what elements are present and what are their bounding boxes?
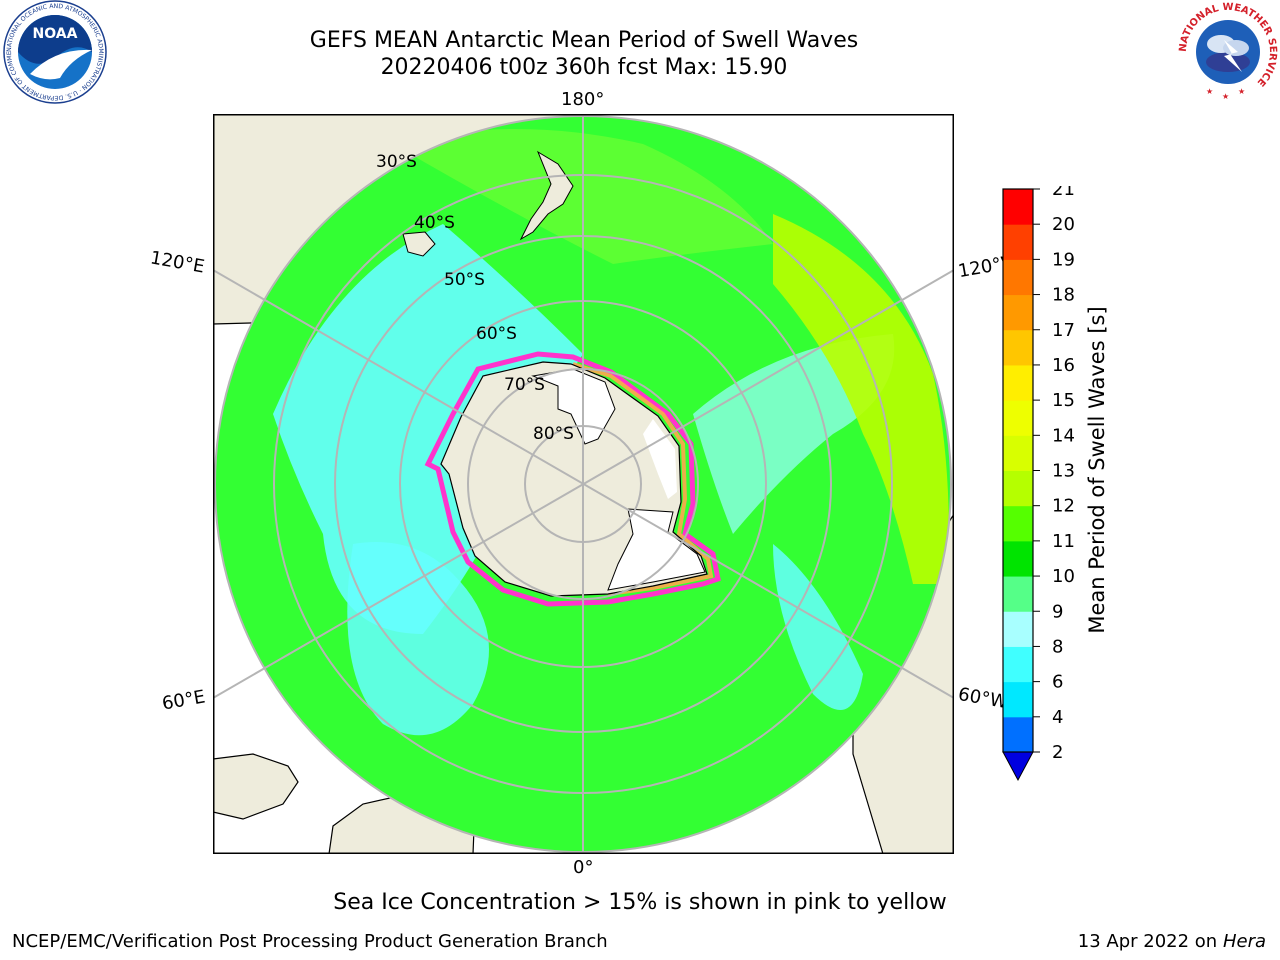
colorbar-band <box>1003 505 1033 542</box>
colorbar-band <box>1003 329 1033 366</box>
sea-ice-orange <box>572 362 714 596</box>
nws-star-icon: ★ <box>1222 92 1229 101</box>
swell-region-cyan-southwest <box>347 542 489 736</box>
noaa-logo: NATIONAL OCEANIC AND ATMOSPHERIC ADMINIS… <box>0 0 107 104</box>
graticule <box>213 114 954 854</box>
colorbar-tick-label: 21 <box>1052 186 1075 200</box>
credit-host: Hera <box>1222 931 1266 952</box>
colorbar-tick-label: 12 <box>1052 496 1075 517</box>
colorbar-tick-label: 9 <box>1052 601 1063 622</box>
colorbar-band <box>1003 540 1033 577</box>
colorbar-band <box>1003 576 1033 612</box>
colorbar-tick-label: 14 <box>1052 425 1075 446</box>
colorbar-tick-label: 11 <box>1052 531 1075 552</box>
lat-label-60s: 60°S <box>476 324 517 344</box>
colorbar-tick-label: 18 <box>1052 285 1075 306</box>
lon-label-60e: 60°E <box>160 686 207 715</box>
colorbar-tick-label: 13 <box>1052 461 1075 482</box>
sea-ice-note: Sea Ice Concentration > 15% is shown in … <box>333 890 947 915</box>
colorbar-tick-label: 19 <box>1052 249 1075 270</box>
lon-label-120e: 120°E <box>148 247 207 278</box>
colorbar-band <box>1003 224 1033 260</box>
colorbar-bands <box>1003 189 1033 753</box>
lat-label-80s: 80°S <box>533 424 574 444</box>
colorbar-extend-arrow <box>1002 751 1034 782</box>
swell-region-yellow-green <box>773 214 949 584</box>
colorbar-band <box>1003 716 1033 753</box>
colorbar-band <box>1003 470 1033 507</box>
colorbar-tick-label: 8 <box>1052 636 1063 657</box>
colorbar-band <box>1003 611 1033 647</box>
credit-date-text: 13 Apr 2022 on <box>1077 931 1223 952</box>
colorbar-band <box>1003 435 1033 471</box>
colorbar: 2 4 6 8 9 10 11 12 13 14 15 16 17 18 19 20 21 <box>1002 186 1075 782</box>
nws-star-icon: ★ <box>1206 87 1213 96</box>
map-subtitle: 20220406 t00z 360h fcst Max: 15.90 <box>380 55 788 80</box>
lat-label-70s: 70°S <box>504 375 545 395</box>
colorbar-band <box>1003 681 1033 718</box>
ice-shelf-ross <box>531 368 616 445</box>
ice-shelf-east <box>643 419 677 499</box>
polar-map <box>213 114 954 854</box>
noaa-logo-text: NOAA <box>33 26 78 42</box>
colorbar-tick-label: 17 <box>1052 320 1075 341</box>
map-border <box>213 114 954 854</box>
colorbar-tick-label: 15 <box>1052 390 1075 411</box>
swell-region-cyan-west <box>273 224 583 634</box>
land-new-zealand <box>519 150 574 241</box>
credit-branch: NCEP/EMC/Verification Post Processing Pr… <box>12 931 608 952</box>
colorbar-ticks: 2 4 6 8 9 10 11 12 13 14 15 16 17 18 19 20 21 <box>1033 186 1075 763</box>
lat-label-50s: 50°S <box>444 270 485 290</box>
lon-label-0: 0° <box>573 857 594 878</box>
lat-label-30s: 30°S <box>376 152 417 172</box>
colorbar-tick-label: 16 <box>1052 355 1075 376</box>
colorbar-band <box>1003 400 1033 436</box>
colorbar-band <box>1003 189 1033 225</box>
colorbar-band <box>1003 646 1033 683</box>
nws-star-icon: ★ <box>1238 87 1245 96</box>
colorbar-label: Mean Period of Swell Waves [s] <box>1085 306 1109 634</box>
swell-region-cyan-south-america <box>773 544 863 710</box>
sea-ice-edge <box>424 351 721 607</box>
lon-label-180: 180° <box>561 89 605 110</box>
colorbar-tick-label: 20 <box>1052 214 1075 235</box>
meridian-60e-120w <box>213 269 954 699</box>
colorbar-band <box>1003 294 1033 331</box>
ice-shelf-weddell <box>607 508 706 591</box>
land-madagascar <box>213 753 299 820</box>
colorbar-band <box>1003 259 1033 296</box>
nws-logo: NATIONAL WEATHER SERVICE ★ ★ ★ <box>1178 2 1278 102</box>
colorbar-tick-label: 10 <box>1052 566 1075 587</box>
land-tasmania <box>402 231 436 257</box>
colorbar-tick-label: 4 <box>1052 707 1063 728</box>
colorbar-tick-label: 2 <box>1052 742 1063 763</box>
credit-date: 13 Apr 2022 on Hera <box>1078 931 1266 952</box>
map-title: GEFS MEAN Antarctic Mean Period of Swell… <box>309 28 859 53</box>
lat-label-40s: 40°S <box>414 213 455 233</box>
colorbar-band <box>1003 364 1033 401</box>
colorbar-tick-label: 6 <box>1052 672 1063 693</box>
